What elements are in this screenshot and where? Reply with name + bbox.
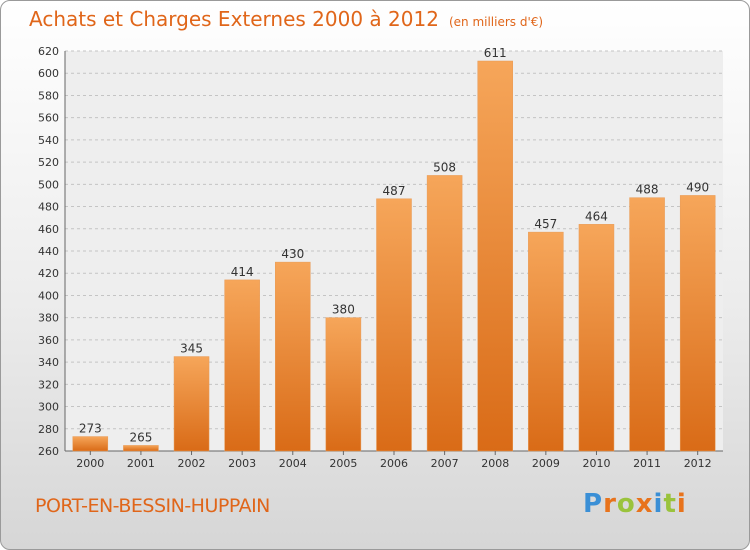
- y-tick-label: 480: [38, 201, 59, 214]
- y-tick-label: 280: [38, 423, 59, 436]
- title-text: Achats et Charges Externes 2000 à 2012: [29, 7, 439, 31]
- value-label: 414: [231, 265, 254, 279]
- logo-letter: i: [653, 489, 664, 519]
- bar: [528, 231, 564, 452]
- value-label: 490: [686, 180, 709, 194]
- commune-name: PORT-EN-BESSIN-HUPPAIN: [35, 495, 270, 517]
- y-tick-label: 540: [38, 134, 59, 147]
- y-tick-label: 300: [38, 401, 59, 414]
- y-tick-label: 580: [38, 89, 59, 102]
- bar: [123, 445, 159, 452]
- bar: [325, 317, 362, 452]
- value-label: 265: [129, 430, 152, 444]
- x-tick-label: 2012: [684, 457, 712, 470]
- y-tick-label: 620: [38, 45, 59, 58]
- x-tick-label: 2006: [380, 457, 408, 470]
- y-tick-label: 340: [38, 356, 59, 369]
- y-tick-label: 440: [38, 245, 59, 258]
- bar: [477, 60, 513, 452]
- logo-letter: t: [663, 489, 677, 519]
- bar: [72, 436, 109, 452]
- value-label: 487: [383, 184, 406, 198]
- bar: [629, 197, 665, 452]
- y-tick-label: 260: [38, 445, 59, 458]
- bar: [679, 195, 716, 452]
- bar: [426, 175, 463, 452]
- x-tick-label: 2001: [127, 457, 155, 470]
- logo-letter: i: [676, 489, 687, 519]
- chart-title: Achats et Charges Externes 2000 à 2012 (e…: [29, 7, 543, 31]
- y-tick-label: 420: [38, 267, 59, 280]
- logo-letter: r: [603, 489, 617, 519]
- x-tick-label: 2011: [633, 457, 661, 470]
- y-tick-label: 460: [38, 223, 59, 236]
- proxiti-logo: Proxiti: [583, 489, 687, 519]
- x-tick-label: 2003: [228, 457, 256, 470]
- x-tick-label: 2004: [279, 457, 307, 470]
- value-label: 457: [534, 217, 557, 231]
- x-tick-label: 2009: [532, 457, 560, 470]
- logo-letter: o: [616, 489, 636, 519]
- bar: [578, 224, 615, 452]
- value-label: 488: [636, 183, 659, 197]
- bar: [173, 356, 210, 452]
- logo-letter: x: [635, 489, 654, 519]
- y-tick-label: 360: [38, 334, 59, 347]
- bar: [224, 279, 260, 452]
- y-tick-label: 560: [38, 112, 59, 125]
- value-label: 273: [79, 422, 102, 436]
- y-tick-label: 500: [38, 178, 59, 191]
- x-tick-label: 2002: [178, 457, 206, 470]
- value-label: 464: [585, 209, 608, 223]
- bar: [275, 261, 311, 452]
- value-label: 380: [332, 303, 355, 317]
- logo-letter: P: [583, 489, 604, 519]
- x-tick-label: 2010: [582, 457, 610, 470]
- y-tick-label: 400: [38, 289, 59, 302]
- value-label: 345: [180, 342, 203, 356]
- x-tick-label: 2005: [329, 457, 357, 470]
- value-label: 611: [484, 46, 507, 60]
- value-label: 508: [433, 160, 456, 174]
- y-tick-label: 320: [38, 378, 59, 391]
- y-tick-label: 600: [38, 67, 59, 80]
- value-label: 430: [281, 247, 304, 261]
- x-tick-label: 2007: [431, 457, 459, 470]
- y-tick-label: 520: [38, 156, 59, 169]
- x-tick-label: 2000: [76, 457, 104, 470]
- unit-label: (en milliers d'€): [448, 15, 544, 29]
- bar: [376, 198, 412, 452]
- y-tick-label: 380: [38, 312, 59, 325]
- x-tick-label: 2008: [481, 457, 509, 470]
